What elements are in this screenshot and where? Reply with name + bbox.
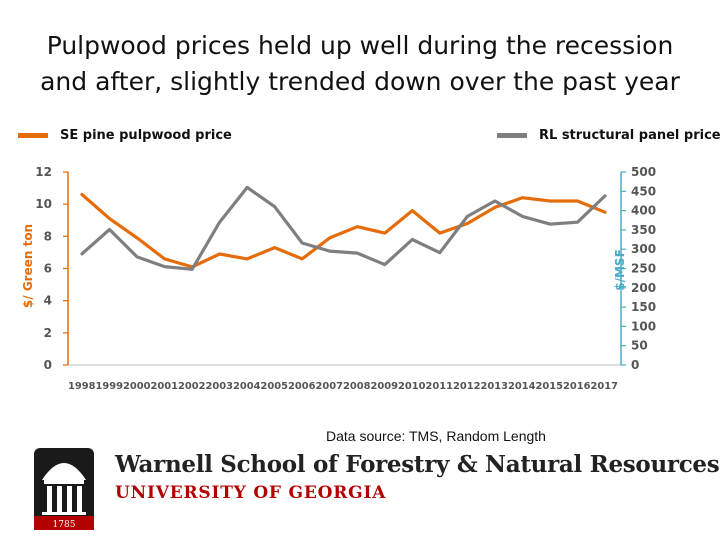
data-point-rl-panel <box>80 252 84 256</box>
data-point-rl-panel <box>108 228 111 231</box>
seal-year: 1785 <box>53 520 76 530</box>
data-point-se-pine <box>108 217 111 220</box>
y-right-tick-label: 50 <box>631 339 648 353</box>
data-point-rl-panel <box>163 265 166 268</box>
y-right-tick-label: 250 <box>631 262 656 276</box>
data-point-rl-panel <box>328 249 331 253</box>
data-point-se-pine <box>521 196 524 199</box>
y-right-tick-label: 350 <box>631 223 656 237</box>
data-point-rl-panel <box>273 205 276 208</box>
y-right-tick-label: 500 <box>631 165 656 179</box>
data-point-rl-panel <box>438 251 442 254</box>
series-line-se-pine-pulpwood <box>80 192 607 269</box>
title-line-2: and after, slightly trended down over th… <box>40 67 680 96</box>
data-point-se-pine <box>383 231 386 235</box>
data-point-se-pine <box>273 246 276 249</box>
y-right-tick-label: 200 <box>631 281 656 295</box>
data-point-se-pine <box>328 236 331 240</box>
y-right-tick-label: 0 <box>631 358 639 372</box>
data-point-se-pine <box>301 257 304 261</box>
legend-item-se-pine: SE pine pulpwood price <box>18 126 232 144</box>
data-point-se-pine <box>163 257 166 261</box>
y-right-tick-label: 400 <box>631 204 656 218</box>
data-point-rl-panel <box>190 268 194 271</box>
data-point-rl-panel <box>245 186 249 189</box>
y-left-tick-label: 6 <box>44 262 52 276</box>
university-seal-icon: 1785 <box>34 448 94 530</box>
data-point-se-pine <box>576 199 579 203</box>
data-point-se-pine <box>603 211 607 214</box>
data-point-se-pine <box>493 206 497 209</box>
data-point-rl-panel <box>466 215 469 218</box>
y-axis-left-label: $/ Green ton <box>21 224 35 308</box>
data-point-rl-panel <box>548 222 552 226</box>
data-point-rl-panel <box>603 194 607 198</box>
data-point-se-pine <box>218 252 221 256</box>
university-name: UNIVERSITY OF GEORGIA <box>115 483 387 503</box>
y-right-tick-label: 100 <box>631 319 656 333</box>
data-point-se-pine <box>466 222 469 225</box>
series-line-rl-structural-panel <box>80 185 607 271</box>
y-left-tick-label: 0 <box>44 358 52 372</box>
y-axis-right-label: $/MSF <box>613 249 627 291</box>
data-point-se-pine <box>548 199 552 203</box>
data-point-se-pine <box>245 257 249 261</box>
data-point-se-pine <box>438 231 442 235</box>
y-right-tick-label: 300 <box>631 242 656 256</box>
y-left-tick-label: 10 <box>35 197 52 211</box>
data-point-se-pine <box>80 193 84 196</box>
title-line-1: Pulpwood prices held up well during the … <box>46 31 674 60</box>
x-axis-tick-labels: 1998199920002001200220032004200520062007… <box>68 381 618 392</box>
chart-axes: 0 2 4 6 8 10 12 0 50 100 150 200 250 300 350 400 450 500 <box>35 165 656 372</box>
data-point-rl-panel <box>493 199 497 203</box>
y-right-tick-label: 150 <box>631 300 656 314</box>
legend-label-rl-panel: RL structural panel price <box>539 127 720 143</box>
school-name: Warnell School of Forestry & Natural Res… <box>115 451 720 478</box>
y-left-tick-label: 2 <box>44 326 52 340</box>
data-point-rl-panel <box>576 220 579 224</box>
data-point-rl-panel <box>521 215 524 218</box>
y-left-tick-label: 12 <box>35 165 52 179</box>
data-point-rl-panel <box>383 263 386 266</box>
data-point-rl-panel <box>135 255 139 259</box>
line-chart: 024681012050100150200250300350400450500 … <box>21 165 656 392</box>
data-point-se-pine <box>411 209 414 212</box>
y-right-tick-label: 450 <box>631 184 656 198</box>
data-point-se-pine <box>135 236 139 240</box>
chart-title: Pulpwood prices held up well during the … <box>0 28 720 100</box>
data-point-rl-panel <box>301 241 304 245</box>
data-point-rl-panel <box>218 220 221 224</box>
legend-swatch-orange <box>18 132 48 138</box>
data-point-rl-panel <box>411 238 414 241</box>
legend-label-se-pine: SE pine pulpwood price <box>60 127 232 143</box>
y-left-tick-label: 8 <box>44 229 52 243</box>
legend-swatch-gray <box>497 132 527 138</box>
chart-series <box>80 185 607 271</box>
data-point-rl-panel <box>356 251 359 255</box>
legend-item-rl-panel: RL structural panel price <box>497 126 720 144</box>
data-point-se-pine <box>356 225 359 228</box>
y-left-tick-label: 4 <box>44 294 52 308</box>
data-source-note: Data source: TMS, Random Length <box>326 428 546 444</box>
